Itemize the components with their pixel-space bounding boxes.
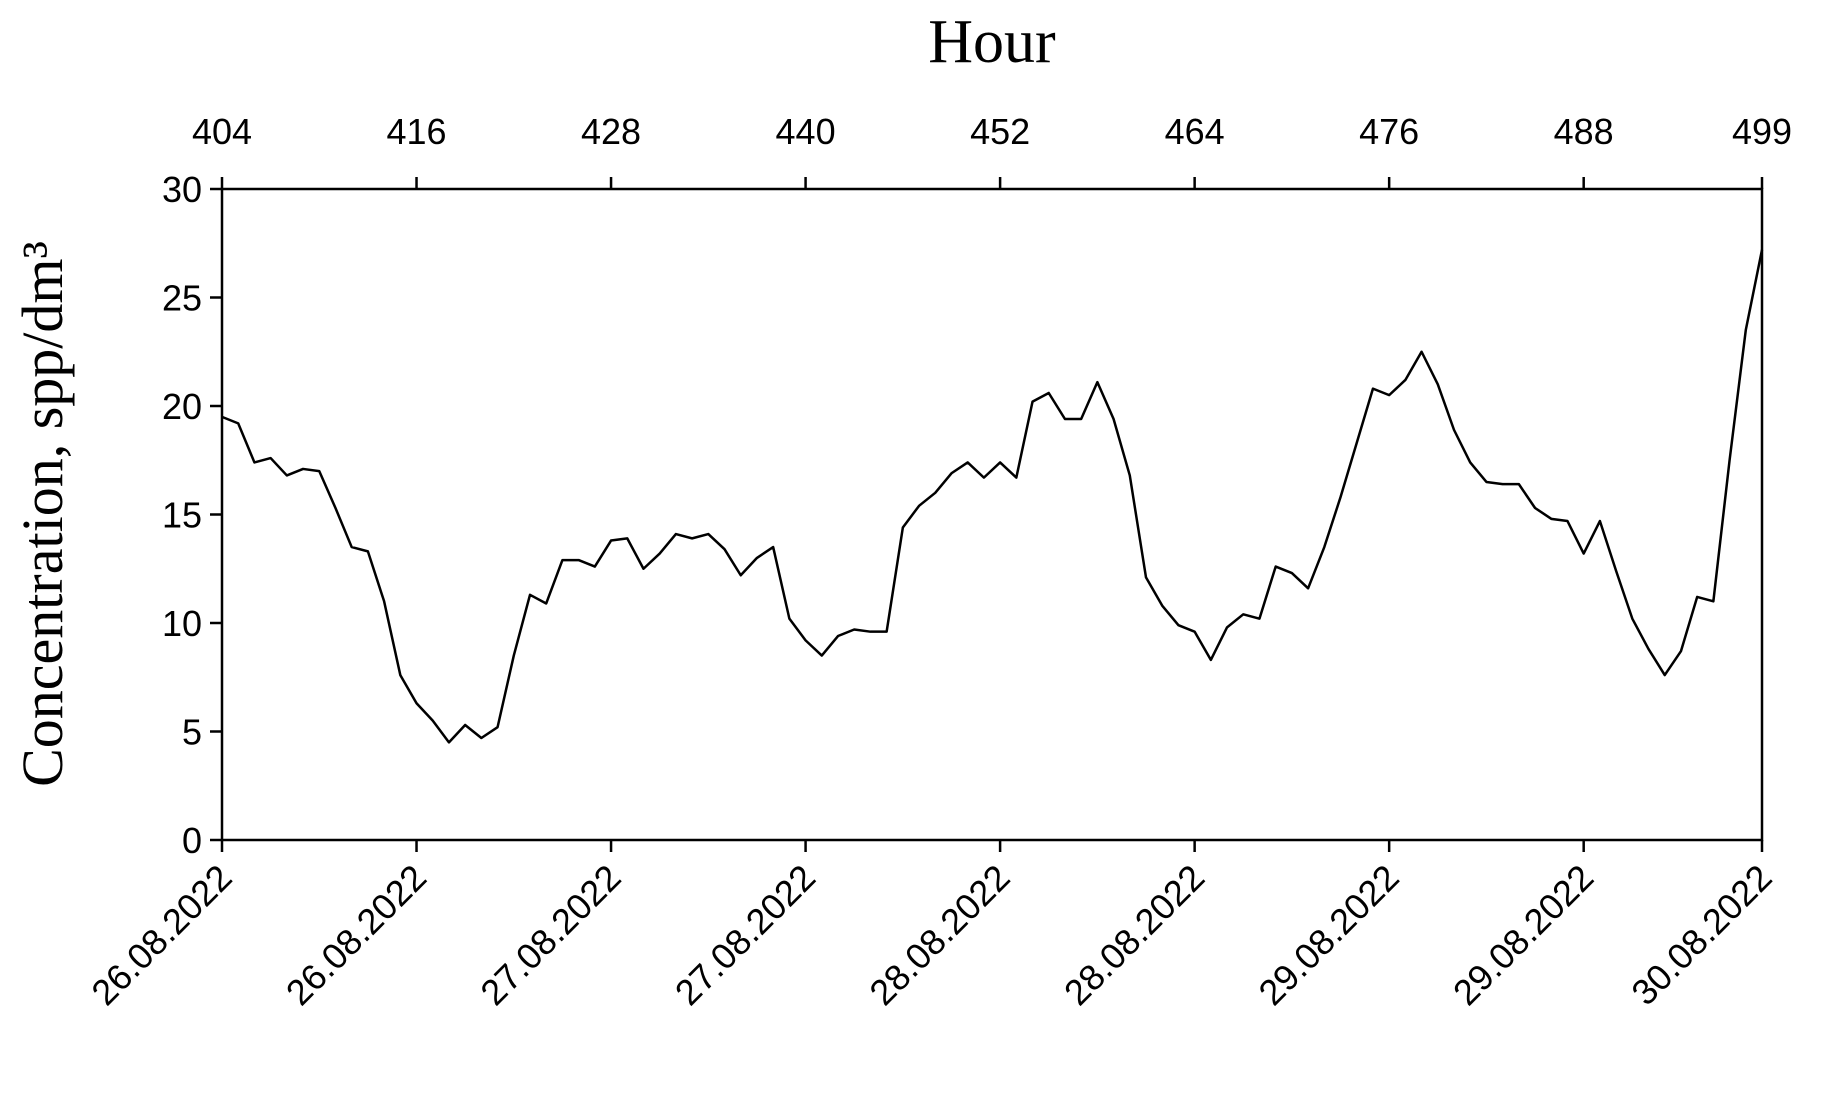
top-tick-label: 440: [776, 111, 836, 152]
date-tick-label: 26.08.2022: [278, 857, 434, 1013]
date-tick-label: 28.08.2022: [861, 857, 1017, 1013]
top-tick-label: 488: [1554, 111, 1614, 152]
top-tick-label: 476: [1359, 111, 1419, 152]
y-tick-label: 30: [162, 169, 202, 210]
top-tick-label: 499: [1732, 111, 1792, 152]
date-tick-label: 27.08.2022: [472, 857, 628, 1013]
top-tick-label: 416: [386, 111, 446, 152]
date-tick-label: 29.08.2022: [1250, 857, 1406, 1013]
date-tick-label: 26.08.2022: [83, 857, 239, 1013]
date-tick-label: 27.08.2022: [667, 857, 823, 1013]
top-tick-label: 464: [1165, 111, 1225, 152]
y-tick-label: 0: [182, 820, 202, 861]
y-tick-label: 15: [162, 495, 202, 536]
top-tick-label: 428: [581, 111, 641, 152]
data-line: [221, 249, 1764, 744]
date-tick-label: 30.08.2022: [1623, 857, 1779, 1013]
date-tick-label: 28.08.2022: [1056, 857, 1212, 1013]
top-tick-label: 404: [192, 111, 252, 152]
date-tick-label: 29.08.2022: [1445, 857, 1601, 1013]
y-tick-label: 5: [182, 712, 202, 753]
chart-title: Hour: [928, 8, 1056, 76]
y-tick-label: 25: [162, 278, 202, 319]
plot-frame: [220, 187, 1764, 842]
y-axis-label: Concentration, spp/dm³: [10, 241, 75, 787]
y-tick-label: 10: [162, 603, 202, 644]
top-tick-label: 452: [970, 111, 1030, 152]
y-tick-label: 20: [162, 386, 202, 427]
